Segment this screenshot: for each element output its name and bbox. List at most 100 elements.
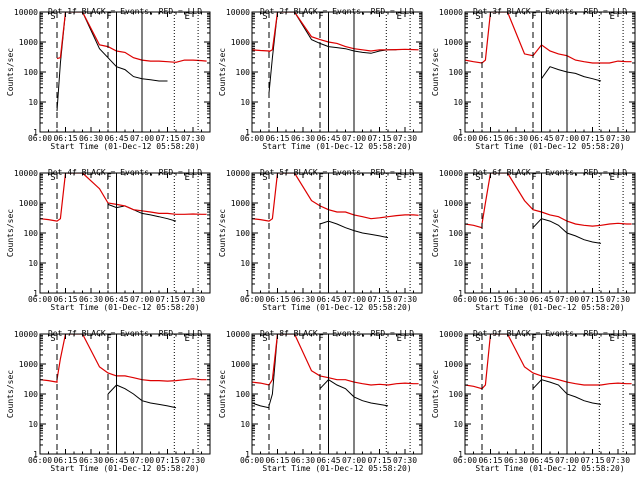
x-tick-label: 06:00 [240, 295, 264, 304]
y-tick-label: 10 [28, 259, 38, 268]
x-tick-label: 07:30 [606, 295, 630, 304]
x-tick-label: 06:30 [291, 295, 315, 304]
event-marker-e: E [397, 12, 402, 22]
x-tick-label: 07:30 [606, 134, 630, 143]
x-tick-label: 06:45 [316, 295, 340, 304]
series-line-lld [56, 12, 207, 63]
y-tick-label: 100 [24, 68, 39, 77]
y-tick-label: 1000 [231, 38, 250, 47]
x-tick-label: 07:15 [580, 134, 604, 143]
event-marker-f: F [318, 334, 323, 344]
panel-5: 06:00 06:15 06:30 06:45 07:00 07:15 07:30 1 10 10… [218, 168, 423, 312]
y-tick-label: 100 [24, 229, 39, 238]
y-tick-label: 10000 [226, 330, 250, 339]
event-marker-s: S [262, 334, 267, 344]
y-axis-label: Counts/sec [6, 209, 15, 257]
plot-frame [39, 172, 211, 294]
x-tick-label: 06:15 [265, 134, 289, 143]
x-tick-label: 06:00 [28, 295, 52, 304]
x-tick-label: 06:45 [104, 134, 128, 143]
panel-title: Det 2f BLACK = Events, RED = LLD [260, 7, 414, 16]
x-tick-label: 07:00 [555, 295, 579, 304]
event-marker-e: E [610, 334, 615, 344]
y-tick-label: 1000 [19, 199, 38, 208]
x-tick-label: 07:00 [342, 456, 366, 465]
plot-frame [251, 11, 423, 133]
x-tick-label: 07:00 [342, 134, 366, 143]
event-marker-s: S [262, 173, 267, 183]
y-tick-label: 100 [449, 390, 464, 399]
x-tick-label: 06:30 [79, 295, 103, 304]
y-axis-label: Counts/sec [6, 48, 15, 96]
x-tick-label: 06:00 [240, 456, 264, 465]
event-marker-f: F [106, 173, 111, 183]
x-tick-label: 06:45 [529, 295, 553, 304]
y-tick-label: 10000 [226, 8, 250, 17]
y-axis-label: Counts/sec [431, 209, 440, 257]
series-line-lld [252, 173, 419, 222]
x-tick-label: 06:15 [53, 456, 77, 465]
x-tick-label: 07:15 [367, 295, 391, 304]
event-marker-e: E [185, 12, 190, 22]
x-tick-label: 07:15 [155, 456, 179, 465]
event-marker-e: E [610, 173, 615, 183]
panel-6: 06:00 06:15 06:30 06:45 07:00 07:15 07:30 1 10 10… [431, 168, 636, 312]
x-tick-label: 06:45 [104, 295, 128, 304]
event-marker-e: E [185, 334, 190, 344]
panel-9: 06:00 06:15 06:30 06:45 07:00 07:15 07:30 1 10 10… [431, 329, 636, 473]
event-marker-s: S [475, 173, 480, 183]
event-marker-e: E [397, 173, 402, 183]
x-tick-label: 06:45 [316, 134, 340, 143]
y-axis-label: Counts/sec [6, 370, 15, 418]
x-tick-label: 06:45 [529, 456, 553, 465]
y-tick-label: 10000 [14, 169, 38, 178]
x-tick-label: 07:30 [181, 456, 205, 465]
plot-frame [251, 172, 423, 294]
panel-1: 06:00 06:15 06:30 06:45 07:00 07:15 07:30 1 10 10… [6, 7, 211, 151]
plot-frame [464, 172, 636, 294]
panel-title: Det 7f BLACK = Events, RED = LLD [48, 329, 202, 338]
panel-title: Det 8f BLACK = Events, RED = LLD [260, 329, 414, 338]
x-tick-label: 06:00 [453, 456, 477, 465]
y-tick-label: 1 [245, 289, 250, 298]
x-tick-label: 06:30 [504, 134, 528, 143]
y-tick-label: 10 [240, 420, 250, 429]
panel-8: 06:00 06:15 06:30 06:45 07:00 07:15 07:30 1 10 10… [218, 329, 423, 473]
y-tick-label: 10000 [226, 169, 250, 178]
x-tick-label: 07:15 [580, 295, 604, 304]
y-tick-label: 1000 [19, 38, 38, 47]
y-axis-label: Counts/sec [431, 48, 440, 96]
event-marker-f: F [106, 334, 111, 344]
x-tick-label: 06:00 [28, 456, 52, 465]
x-tick-label: 06:30 [79, 134, 103, 143]
panel-title: Det 1f BLACK = Events, RED = LLD [48, 7, 202, 16]
x-tick-label: 06:45 [316, 456, 340, 465]
x-tick-label: 06:45 [529, 134, 553, 143]
y-tick-label: 1000 [231, 199, 250, 208]
plot-frame [251, 333, 423, 455]
x-tick-label: 06:30 [291, 456, 315, 465]
x-tick-label: 06:30 [504, 295, 528, 304]
event-marker-f: F [106, 12, 111, 22]
x-tick-label: 06:30 [79, 456, 103, 465]
panel-title: Det 4f BLACK = Events, RED = LLD [48, 168, 202, 177]
plot-frame [39, 333, 211, 455]
event-marker-s: S [262, 12, 267, 22]
y-tick-label: 100 [24, 390, 39, 399]
panel-title: Det 3f BLACK = Events, RED = LLD [473, 7, 627, 16]
x-tick-label: 07:15 [155, 134, 179, 143]
y-tick-label: 10000 [439, 330, 463, 339]
x-tick-label: 07:15 [367, 134, 391, 143]
series-line-events [268, 12, 397, 94]
panel-4: 06:00 06:15 06:30 06:45 07:00 07:15 07:30 1 10 10… [6, 168, 211, 312]
series-line-lld [40, 334, 207, 383]
x-axis-label: Start Time (01-Dec-12 05:58:20) [50, 464, 199, 473]
y-tick-label: 10000 [14, 330, 38, 339]
x-tick-label: 06:15 [265, 295, 289, 304]
x-tick-label: 06:00 [28, 134, 52, 143]
y-axis-label: Counts/sec [218, 370, 227, 418]
x-tick-label: 07:15 [367, 456, 391, 465]
x-axis-label: Start Time (01-Dec-12 05:58:20) [262, 464, 411, 473]
x-tick-label: 06:00 [453, 295, 477, 304]
